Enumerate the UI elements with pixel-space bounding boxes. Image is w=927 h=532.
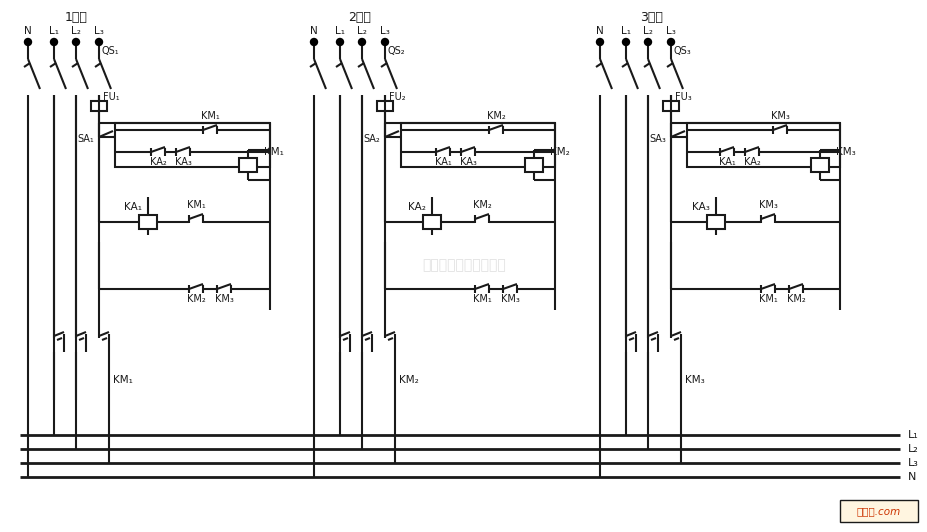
Circle shape (622, 38, 629, 46)
Bar (525, 158, 542, 172)
Circle shape (337, 38, 343, 46)
Text: SA₁: SA₁ (77, 134, 94, 144)
Text: 1电源: 1电源 (65, 11, 88, 23)
Text: 接线图.com: 接线图.com (856, 506, 900, 516)
Text: KM₃: KM₃ (757, 200, 777, 210)
Circle shape (50, 38, 57, 46)
Text: N: N (24, 26, 32, 36)
Text: KA₂: KA₂ (149, 157, 166, 167)
Text: L₁: L₁ (335, 26, 345, 36)
Text: KM₁: KM₁ (113, 375, 133, 385)
Text: L₃: L₃ (907, 458, 918, 468)
Text: KA₁: KA₁ (124, 202, 142, 212)
Circle shape (667, 38, 674, 46)
Text: KM₁: KM₁ (757, 294, 777, 304)
Text: KM₁: KM₁ (263, 147, 284, 157)
Text: 2电源: 2电源 (348, 11, 371, 23)
Text: L₃: L₃ (94, 26, 104, 36)
Text: KA₂: KA₂ (408, 202, 425, 212)
Text: L₃: L₃ (666, 26, 675, 36)
Bar (400, 123, 554, 167)
Text: KM₁: KM₁ (186, 200, 205, 210)
Text: FU₁: FU₁ (103, 92, 120, 102)
Circle shape (358, 38, 365, 46)
Text: L₁: L₁ (907, 430, 918, 440)
Text: SA₃: SA₃ (648, 134, 666, 144)
Text: FU₂: FU₂ (388, 92, 405, 102)
Text: KM₂: KM₂ (399, 375, 418, 385)
Bar (810, 158, 828, 172)
Text: KM₂: KM₂ (786, 294, 805, 304)
Text: KM₃: KM₃ (500, 294, 519, 304)
Text: KA₁: KA₁ (434, 157, 451, 167)
Bar (91, 101, 107, 111)
Text: L₁: L₁ (49, 26, 59, 36)
Bar (139, 215, 157, 229)
Text: KM₃: KM₃ (769, 111, 789, 121)
Text: KA₃: KA₃ (459, 157, 476, 167)
Text: L₂: L₂ (357, 26, 366, 36)
Text: KM₂: KM₂ (550, 147, 569, 157)
Text: QS₃: QS₃ (673, 46, 691, 56)
Text: L₁: L₁ (620, 26, 630, 36)
Text: 3电源: 3电源 (640, 11, 662, 23)
Text: QS₂: QS₂ (387, 46, 405, 56)
Circle shape (644, 38, 651, 46)
Text: KM₁: KM₁ (200, 111, 219, 121)
Bar (239, 158, 257, 172)
Text: KM₁: KM₁ (472, 294, 490, 304)
Bar (423, 215, 440, 229)
Circle shape (72, 38, 80, 46)
Text: KA₁: KA₁ (717, 157, 734, 167)
Bar (686, 123, 839, 167)
Circle shape (95, 38, 102, 46)
Text: KM₃: KM₃ (835, 147, 855, 157)
Text: KA₂: KA₂ (743, 157, 759, 167)
Text: SA₂: SA₂ (362, 134, 379, 144)
Text: KM₂: KM₂ (186, 294, 205, 304)
Text: QS₁: QS₁ (102, 46, 120, 56)
Bar (115, 123, 270, 167)
Text: KM₃: KM₃ (684, 375, 704, 385)
Text: N: N (595, 26, 603, 36)
Text: KA₃: KA₃ (174, 157, 191, 167)
Text: N: N (907, 472, 915, 482)
Text: L₂: L₂ (71, 26, 81, 36)
Text: KM₃: KM₃ (214, 294, 234, 304)
Text: KA₃: KA₃ (692, 202, 709, 212)
Circle shape (311, 38, 317, 46)
Bar (662, 101, 679, 111)
Circle shape (596, 38, 603, 46)
Text: KM₂: KM₂ (472, 200, 490, 210)
Circle shape (381, 38, 388, 46)
Bar (839, 500, 917, 522)
Text: 杭州将睿科技有限公司: 杭州将睿科技有限公司 (422, 258, 505, 272)
Text: KM₂: KM₂ (486, 111, 505, 121)
Text: N: N (310, 26, 318, 36)
Text: L₂: L₂ (907, 444, 918, 454)
Text: L₂: L₂ (642, 26, 653, 36)
Text: FU₃: FU₃ (674, 92, 691, 102)
Circle shape (24, 38, 32, 46)
Bar (376, 101, 392, 111)
Text: L₃: L₃ (380, 26, 389, 36)
Bar (706, 215, 724, 229)
